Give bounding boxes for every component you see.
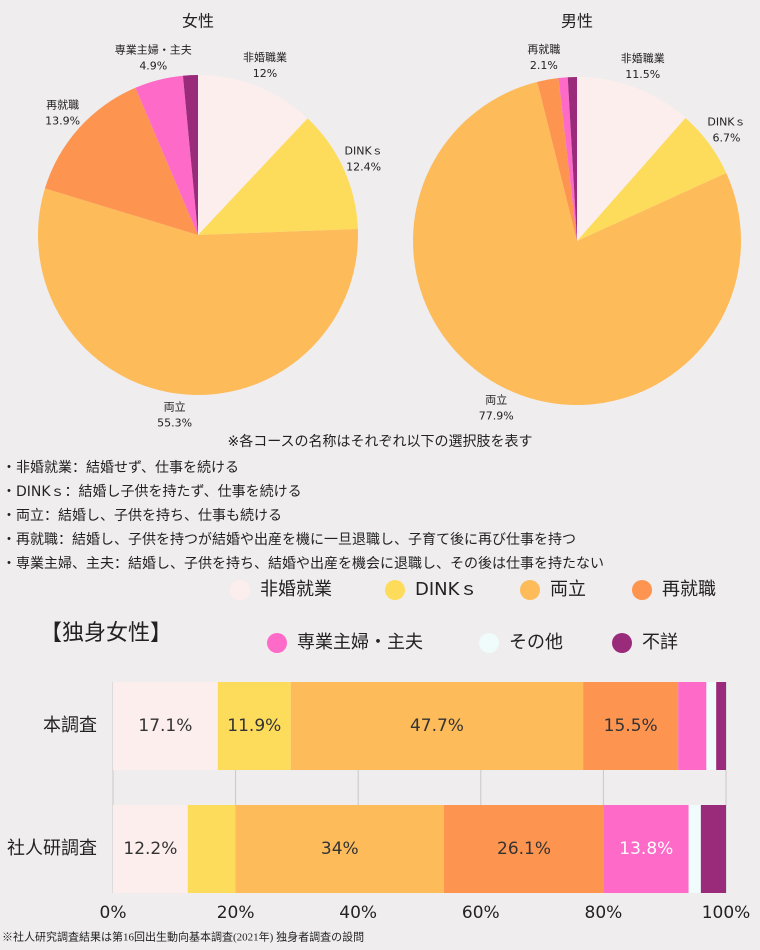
legend-marker [267, 633, 287, 653]
bar-value-label: 47.7% [410, 716, 464, 736]
legend-marker [479, 633, 499, 653]
bar-segment [290, 682, 584, 770]
bar-value-label: 34% [321, 839, 359, 859]
note-item: ・専業主婦、主夫：結婚し、子供を持ち、結婚や出産を機会に退職し、その後は仕事を持… [2, 555, 604, 572]
x-tick-label: 0% [100, 903, 127, 923]
slice-value-label: 4.9% [139, 60, 167, 73]
legend-label: 非婚就業 [260, 579, 332, 600]
bar-segment [113, 805, 188, 893]
pie-slice [567, 77, 577, 241]
note-item: ・両立：結婚し、子供を持ち、仕事も続ける [2, 507, 282, 524]
pie-slice [537, 78, 577, 241]
slice-value-label: 12.4% [346, 161, 381, 174]
x-tick-label: 40% [339, 903, 377, 923]
bar-title: 【独身女性】 [40, 621, 172, 646]
slice-label: 再就職 [46, 97, 79, 111]
legend-label: 専業主婦・主夫 [297, 632, 423, 653]
slice-label: DINKｓ [345, 145, 383, 158]
bar-segment [444, 805, 605, 893]
bar-segment [688, 805, 701, 893]
bar-value-label: 15.5% [604, 716, 658, 736]
legend-marker [612, 633, 632, 653]
legend-marker [520, 580, 540, 600]
slice-value-label: 55.3% [157, 416, 192, 429]
x-tick-label: 80% [585, 903, 623, 923]
pie-slice [577, 77, 686, 241]
x-tick-label: 20% [217, 903, 255, 923]
pie-slice [135, 75, 198, 235]
slice-label: 非婚職業 [243, 50, 287, 64]
legend-marker [385, 580, 405, 600]
slice-value-label: 77.9% [479, 410, 514, 423]
slice-value-label: 12% [253, 67, 277, 80]
y-tick-label: 社人研調査 [7, 838, 97, 859]
slice-value-label: 13.9% [45, 114, 80, 127]
legend-label: その他 [509, 632, 563, 653]
legend-label: 両立 [550, 579, 586, 600]
pie-slice [577, 117, 727, 241]
pie-slice [182, 75, 198, 235]
bar-segment [706, 682, 717, 770]
pie-title: 女性 [182, 12, 214, 31]
slice-value-label: 11.5% [625, 68, 660, 81]
slice-label: 非婚職業 [621, 51, 665, 65]
legend-label: 再就職 [662, 579, 716, 600]
y-tick-label: 本調査 [43, 715, 97, 736]
bar-segment [716, 682, 726, 770]
notes-heading: ※各コースの名称はそれぞれ以下の選択肢を表す [227, 434, 532, 450]
legend-marker [230, 580, 250, 600]
bar-segment [700, 805, 726, 893]
slice-value-label: 6.7% [712, 131, 740, 144]
slice-label: 専業主婦・主夫 [115, 43, 192, 57]
note-item: ・非婚就業：結婚せず、仕事を続ける [2, 459, 239, 476]
legend-label: 不詳 [642, 632, 678, 653]
legend-label: DINKｓ [415, 579, 477, 600]
bar-value-label: 12.2% [123, 839, 177, 859]
bar-value-label: 11.9% [227, 716, 281, 736]
pie-slice [44, 87, 198, 235]
pie-slice [37, 188, 359, 395]
bar-segment [113, 682, 218, 770]
slice-label: 両立 [164, 399, 186, 413]
bar-segment [187, 805, 236, 893]
bar-segment [583, 682, 679, 770]
x-tick-label: 100% [702, 903, 751, 923]
pie-slice [558, 77, 577, 241]
slice-label: 両立 [485, 393, 507, 407]
pie-slice [198, 75, 308, 235]
footnote: ※社人研究調査結果は第16回出生動向基本調査(2021年) 独身者調査の設問 [2, 930, 364, 944]
slice-label: DINKｓ [707, 115, 745, 128]
slice-label: 再就職 [527, 42, 560, 56]
bar-value-label: 13.8% [619, 839, 673, 859]
bar-value-label: 26.1% [497, 839, 551, 859]
pie-slice [198, 118, 358, 235]
note-item: ・再就職：結婚し、子供を持つが結婚や出産を機に一旦退職し、子育て後に再び仕事を持… [2, 532, 576, 548]
pie-title: 男性 [561, 12, 593, 31]
pie-slice [413, 81, 742, 406]
note-item: ・DINKｓ：結婚し子供を持たず、仕事を続ける [2, 483, 302, 500]
x-tick-label: 60% [462, 903, 500, 923]
bar-segment [604, 805, 689, 893]
bar-segment [235, 805, 445, 893]
bar-segment [217, 682, 291, 770]
slice-value-label: 2.1% [530, 59, 558, 72]
legend-marker [632, 580, 652, 600]
bar-value-label: 17.1% [138, 716, 192, 736]
bar-segment [678, 682, 707, 770]
